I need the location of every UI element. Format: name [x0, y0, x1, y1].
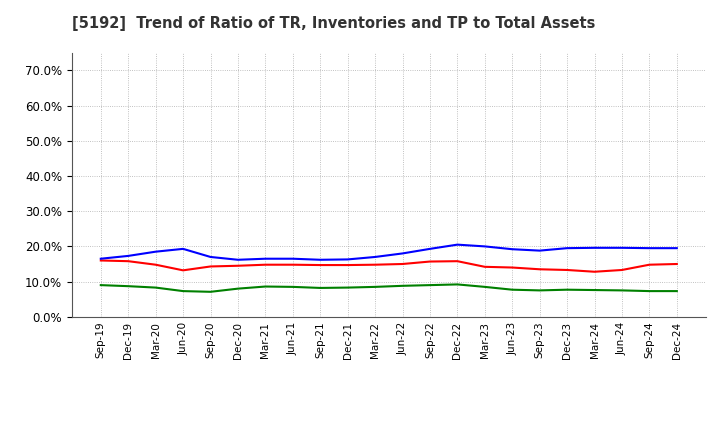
- Trade Payables: [618, 288, 626, 293]
- Trade Receivables: [371, 262, 379, 268]
- Line: Trade Payables: Trade Payables: [101, 284, 677, 292]
- Trade Receivables: [233, 263, 242, 268]
- Trade Payables: [343, 285, 352, 290]
- Trade Payables: [645, 289, 654, 294]
- Trade Receivables: [151, 262, 160, 268]
- Inventories: [343, 257, 352, 262]
- Trade Receivables: [672, 261, 681, 267]
- Trade Payables: [563, 287, 572, 292]
- Inventories: [645, 246, 654, 251]
- Inventories: [261, 256, 270, 261]
- Inventories: [96, 256, 105, 261]
- Trade Payables: [508, 287, 516, 292]
- Trade Payables: [233, 286, 242, 291]
- Inventories: [179, 246, 187, 252]
- Inventories: [371, 254, 379, 260]
- Trade Receivables: [179, 268, 187, 273]
- Trade Payables: [96, 282, 105, 288]
- Trade Receivables: [508, 265, 516, 270]
- Trade Receivables: [289, 262, 297, 268]
- Trade Payables: [206, 289, 215, 294]
- Trade Payables: [480, 284, 489, 290]
- Inventories: [618, 245, 626, 250]
- Trade Receivables: [206, 264, 215, 269]
- Inventories: [233, 257, 242, 262]
- Trade Payables: [261, 284, 270, 289]
- Trade Payables: [371, 284, 379, 290]
- Inventories: [672, 246, 681, 251]
- Trade Receivables: [124, 259, 132, 264]
- Trade Receivables: [316, 262, 325, 268]
- Trade Payables: [536, 288, 544, 293]
- Inventories: [316, 257, 325, 262]
- Inventories: [289, 256, 297, 261]
- Trade Payables: [398, 283, 407, 289]
- Trade Payables: [672, 289, 681, 294]
- Trade Receivables: [645, 262, 654, 268]
- Trade Receivables: [96, 258, 105, 263]
- Inventories: [398, 251, 407, 256]
- Trade Receivables: [398, 261, 407, 267]
- Inventories: [508, 246, 516, 252]
- Inventories: [563, 246, 572, 251]
- Trade Receivables: [590, 269, 599, 275]
- Inventories: [590, 245, 599, 250]
- Trade Receivables: [536, 267, 544, 272]
- Inventories: [453, 242, 462, 247]
- Trade Receivables: [426, 259, 434, 264]
- Trade Receivables: [261, 262, 270, 268]
- Trade Receivables: [480, 264, 489, 269]
- Trade Payables: [426, 282, 434, 288]
- Trade Payables: [124, 283, 132, 289]
- Trade Receivables: [618, 268, 626, 273]
- Inventories: [426, 246, 434, 252]
- Inventories: [536, 248, 544, 253]
- Trade Payables: [316, 285, 325, 290]
- Inventories: [480, 244, 489, 249]
- Inventories: [206, 254, 215, 260]
- Trade Receivables: [563, 268, 572, 273]
- Trade Payables: [151, 285, 160, 290]
- Trade Payables: [453, 282, 462, 287]
- Trade Receivables: [453, 259, 462, 264]
- Inventories: [124, 253, 132, 259]
- Inventories: [151, 249, 160, 254]
- Trade Payables: [590, 287, 599, 293]
- Trade Receivables: [343, 262, 352, 268]
- Trade Payables: [289, 284, 297, 290]
- Trade Payables: [179, 289, 187, 294]
- Line: Inventories: Inventories: [101, 245, 677, 260]
- Line: Trade Receivables: Trade Receivables: [101, 260, 677, 272]
- Text: [5192]  Trend of Ratio of TR, Inventories and TP to Total Assets: [5192] Trend of Ratio of TR, Inventories…: [72, 16, 595, 31]
